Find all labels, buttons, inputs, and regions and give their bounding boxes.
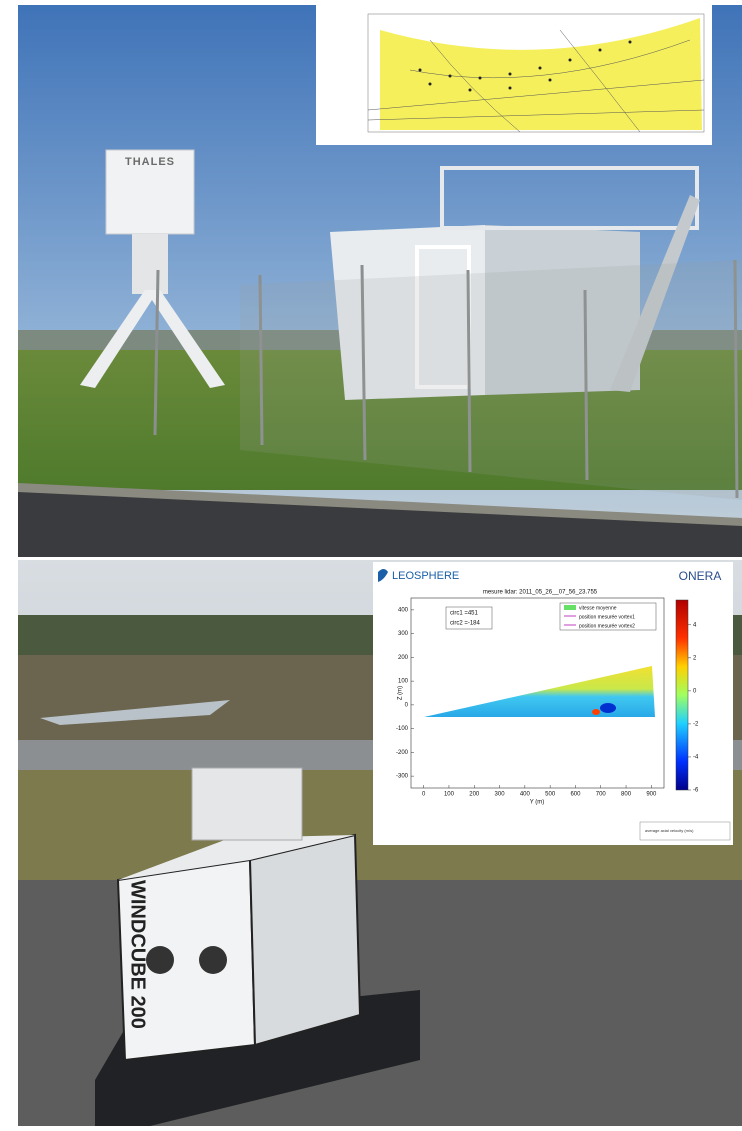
partner: ONERA xyxy=(679,569,722,583)
y-tick-label: 300 xyxy=(398,631,409,637)
colorbar xyxy=(676,600,688,790)
lidar-label: WINDCUBE 200 xyxy=(127,880,149,1029)
plot-title: mesure lidar: 2011_05_26__07_56_23.755 xyxy=(483,590,598,596)
y-tick-label: -100 xyxy=(396,726,409,732)
page: THALES xyxy=(0,0,742,1126)
x-tick-label: 600 xyxy=(570,792,581,798)
x-tick-label: 800 xyxy=(621,792,632,798)
photo-composite: THALES xyxy=(0,0,742,1126)
x-tick-label: 500 xyxy=(545,792,556,798)
brand: LEOSPHERE xyxy=(392,570,459,582)
y-tick-label: 400 xyxy=(398,607,409,613)
legend-entry: position mesurée vortex2 xyxy=(579,623,635,629)
legend-entry: vitesse moyenne xyxy=(579,605,617,611)
radar-label: THALES xyxy=(125,156,175,168)
colorbar-tick-label: -2 xyxy=(693,721,699,727)
colorbar-tick-label: -4 xyxy=(693,755,699,761)
y-axis-label: Z (m) xyxy=(398,686,404,700)
x-tick-label: 700 xyxy=(596,792,607,798)
annotation: circ2 =-184 xyxy=(450,621,481,627)
colorbar-tick-label: -6 xyxy=(693,788,699,794)
x-tick-label: 300 xyxy=(495,792,506,798)
x-tick-label: 200 xyxy=(469,792,480,798)
x-axis-label: Y (m) xyxy=(530,800,545,806)
y-tick-label: -300 xyxy=(396,774,409,780)
lidar-plot-inset: LEOSPHERE ONERA mesure lidar: 2011_05_26… xyxy=(373,562,733,845)
y-tick-label: -200 xyxy=(396,750,409,756)
x-tick-label: 100 xyxy=(444,792,455,798)
legend-entry: position mesurée vortex1 xyxy=(579,614,635,620)
x-tick-label: 900 xyxy=(646,792,657,798)
trajectory-inset xyxy=(316,5,712,145)
y-tick-label: 100 xyxy=(398,679,409,685)
colorbar-label: average axial velocity (m/s) xyxy=(645,828,694,833)
annotation: circ1 =451 xyxy=(450,611,479,617)
x-tick-label: 400 xyxy=(520,792,531,798)
y-tick-label: 200 xyxy=(398,655,409,661)
